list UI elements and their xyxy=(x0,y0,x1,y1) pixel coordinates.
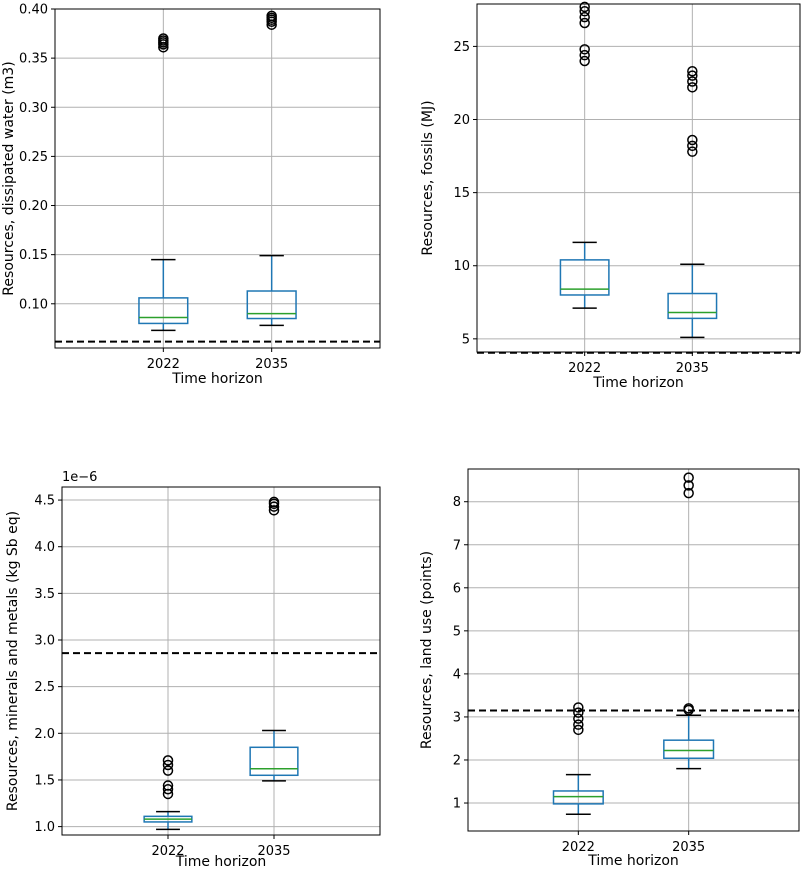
x-tick-label: 2022 xyxy=(562,840,595,855)
y-tick-label: 3.0 xyxy=(34,634,55,649)
outlier-point xyxy=(579,17,590,29)
outlier-point xyxy=(162,755,174,766)
outlier-point xyxy=(683,472,694,483)
y-tick-label: 7 xyxy=(453,538,461,553)
outlier-point xyxy=(162,759,174,771)
outlier-point xyxy=(573,702,584,713)
y-tick-label: 3.5 xyxy=(34,587,55,602)
outlier-point xyxy=(687,140,698,152)
outlier-point xyxy=(268,501,280,512)
y-axis-label: Resources, land use (points) xyxy=(419,551,435,749)
box xyxy=(246,290,297,320)
y-tick-label: 15 xyxy=(453,186,470,201)
y-tick-label: 2.0 xyxy=(34,727,55,742)
y-tick-label: 0.40 xyxy=(19,3,48,18)
box xyxy=(667,292,718,320)
y-tick-label: 10 xyxy=(453,259,470,274)
x-tick-label: 2022 xyxy=(568,361,601,376)
box xyxy=(663,739,715,760)
box xyxy=(138,297,189,325)
y-tick-label: 5 xyxy=(462,332,470,347)
y-tick-label: 3 xyxy=(453,710,461,725)
box xyxy=(552,790,604,805)
y-tick-label: 0.10 xyxy=(19,297,48,312)
outlier-point xyxy=(158,33,169,44)
axes-frame xyxy=(61,486,381,836)
y-axis-label: Resources, fossils (MJ) xyxy=(420,100,436,255)
axes-frame xyxy=(54,8,381,349)
axes-frame xyxy=(476,3,801,353)
outlier-point xyxy=(687,134,698,146)
x-tick-label: 2035 xyxy=(257,844,290,859)
outlier-point xyxy=(579,11,590,23)
outlier-point xyxy=(573,719,584,730)
outlier-point xyxy=(683,480,694,491)
y-tick-label: 1.5 xyxy=(34,773,55,788)
outlier-point xyxy=(683,703,694,714)
x-axis-label: Time horizon xyxy=(171,371,263,387)
outlier-point xyxy=(573,713,584,724)
x-tick-label: 2022 xyxy=(151,844,184,859)
y-axis-label: Resources, minerals and metals (kg Sb eq… xyxy=(5,511,21,811)
x-axis-label: Time horizon xyxy=(587,853,679,869)
x-axis-label: Time horizon xyxy=(175,854,267,870)
x-tick-label: 2035 xyxy=(255,357,288,372)
outlier-point xyxy=(162,784,174,795)
y-tick-label: 5 xyxy=(453,624,461,639)
outlier-point xyxy=(573,724,584,736)
outlier-point xyxy=(579,6,590,17)
outlier-point xyxy=(687,82,698,93)
y-tick-label: 1 xyxy=(453,797,461,812)
outlier-point xyxy=(573,707,584,718)
outlier-point xyxy=(687,146,698,157)
outlier-point xyxy=(579,44,590,55)
offset-text: 1e−6 xyxy=(62,470,97,485)
outlier-point xyxy=(579,49,590,61)
y-tick-label: 2.5 xyxy=(34,680,55,695)
outlier-point xyxy=(687,66,698,77)
y-tick-label: 4.5 xyxy=(34,494,55,509)
outlier-point xyxy=(687,70,698,81)
box xyxy=(249,746,299,777)
subplot-1: 0.10 0.15 0.20 0.25 0.30 0.35 0.40 2022 2035Time… xyxy=(1,3,381,387)
x-tick-label: 2022 xyxy=(147,357,180,372)
outlier-point xyxy=(579,1,590,13)
x-tick-label: 2035 xyxy=(672,840,705,855)
x-axis-label: Time horizon xyxy=(592,375,684,391)
axes-frame xyxy=(467,468,800,832)
x-tick-label: 2035 xyxy=(676,361,709,376)
y-tick-label: 25 xyxy=(453,40,470,55)
outlier-point xyxy=(266,10,277,22)
outlier-point xyxy=(687,76,698,87)
y-tick-label: 6 xyxy=(453,581,461,596)
outlier-point xyxy=(683,487,694,499)
y-tick-label: 0.15 xyxy=(19,248,48,263)
y-tick-label: 20 xyxy=(453,113,470,128)
y-tick-label: 1.0 xyxy=(34,820,55,835)
y-tick-label: 0.20 xyxy=(19,199,48,214)
y-tick-label: 0.35 xyxy=(19,52,48,67)
outlier-point xyxy=(268,496,280,508)
y-tick-label: 8 xyxy=(453,495,461,510)
outlier-point xyxy=(579,55,590,67)
box xyxy=(559,259,610,296)
y-tick-label: 4 xyxy=(453,667,461,682)
y-tick-label: 4.0 xyxy=(34,540,55,555)
outlier-point xyxy=(162,780,174,791)
y-tick-label: 0.30 xyxy=(19,101,48,116)
y-tick-label: 0.25 xyxy=(19,150,48,165)
y-axis-label: Resources, dissipated water (m3) xyxy=(1,61,17,295)
y-tick-label: 2 xyxy=(453,753,461,768)
outlier-point xyxy=(162,765,174,776)
